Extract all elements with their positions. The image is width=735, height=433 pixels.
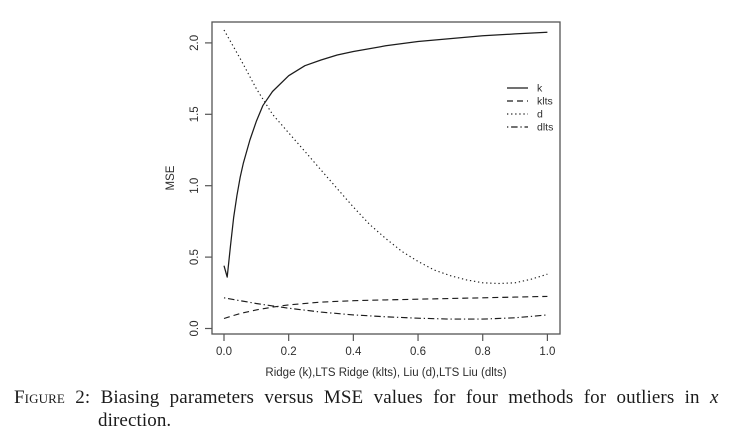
curve-klts (223, 295, 548, 320)
caption-math-x: x (710, 387, 719, 408)
x-tick-label: 0.8 (475, 346, 491, 358)
legend-label-klts: klts (537, 96, 553, 108)
y-axis-title: MSE (165, 165, 177, 190)
x-tick-label: 0.2 (281, 346, 297, 358)
caption-line-2: direction. (98, 410, 172, 431)
y-tick-label: 0.5 (189, 249, 201, 265)
caption-line-1: Figure 2: Biasing parameters versus MSE … (14, 386, 730, 409)
y-tick-label: 1.0 (189, 178, 201, 194)
x-tick-label: 0.4 (345, 346, 362, 358)
y-tick-label: 0.0 (189, 321, 201, 337)
x-tick-label: 1.0 (539, 346, 555, 358)
figure-caption: Figure 2: Biasing parameters versus MSE … (14, 386, 730, 432)
legend-label-dlts: dlts (537, 122, 553, 134)
curve-k (223, 31, 548, 278)
curve-d (223, 29, 548, 285)
figure-label: Figure 2: (14, 387, 91, 408)
y-tick-label: 1.5 (189, 106, 201, 122)
caption-text: Biasing parameters versus MSE values for… (100, 387, 700, 408)
legend-label-k: k (537, 83, 543, 95)
y-tick-label: 2.0 (189, 35, 201, 51)
x-tick-label: 0.6 (410, 346, 426, 358)
plot-box (211, 21, 561, 335)
figure-2-chart: 0.0 0.2 0.4 0.6 0.8 1.0 0.0 0.5 1.0 1.5 2.0 Ridge (… (165, 21, 561, 379)
x-axis-title: Ridge (k),LTS Ridge (klts), Liu (d),LTS … (265, 367, 506, 379)
x-tick-label: 0.0 (216, 346, 232, 358)
legend-label-d: d (537, 109, 543, 121)
curve-dlts (223, 297, 548, 320)
mse-line-chart: 0.0 0.2 0.4 0.6 0.8 1.0 0.0 0.5 1.0 1.5 2.0 Ridge (… (165, 21, 561, 379)
